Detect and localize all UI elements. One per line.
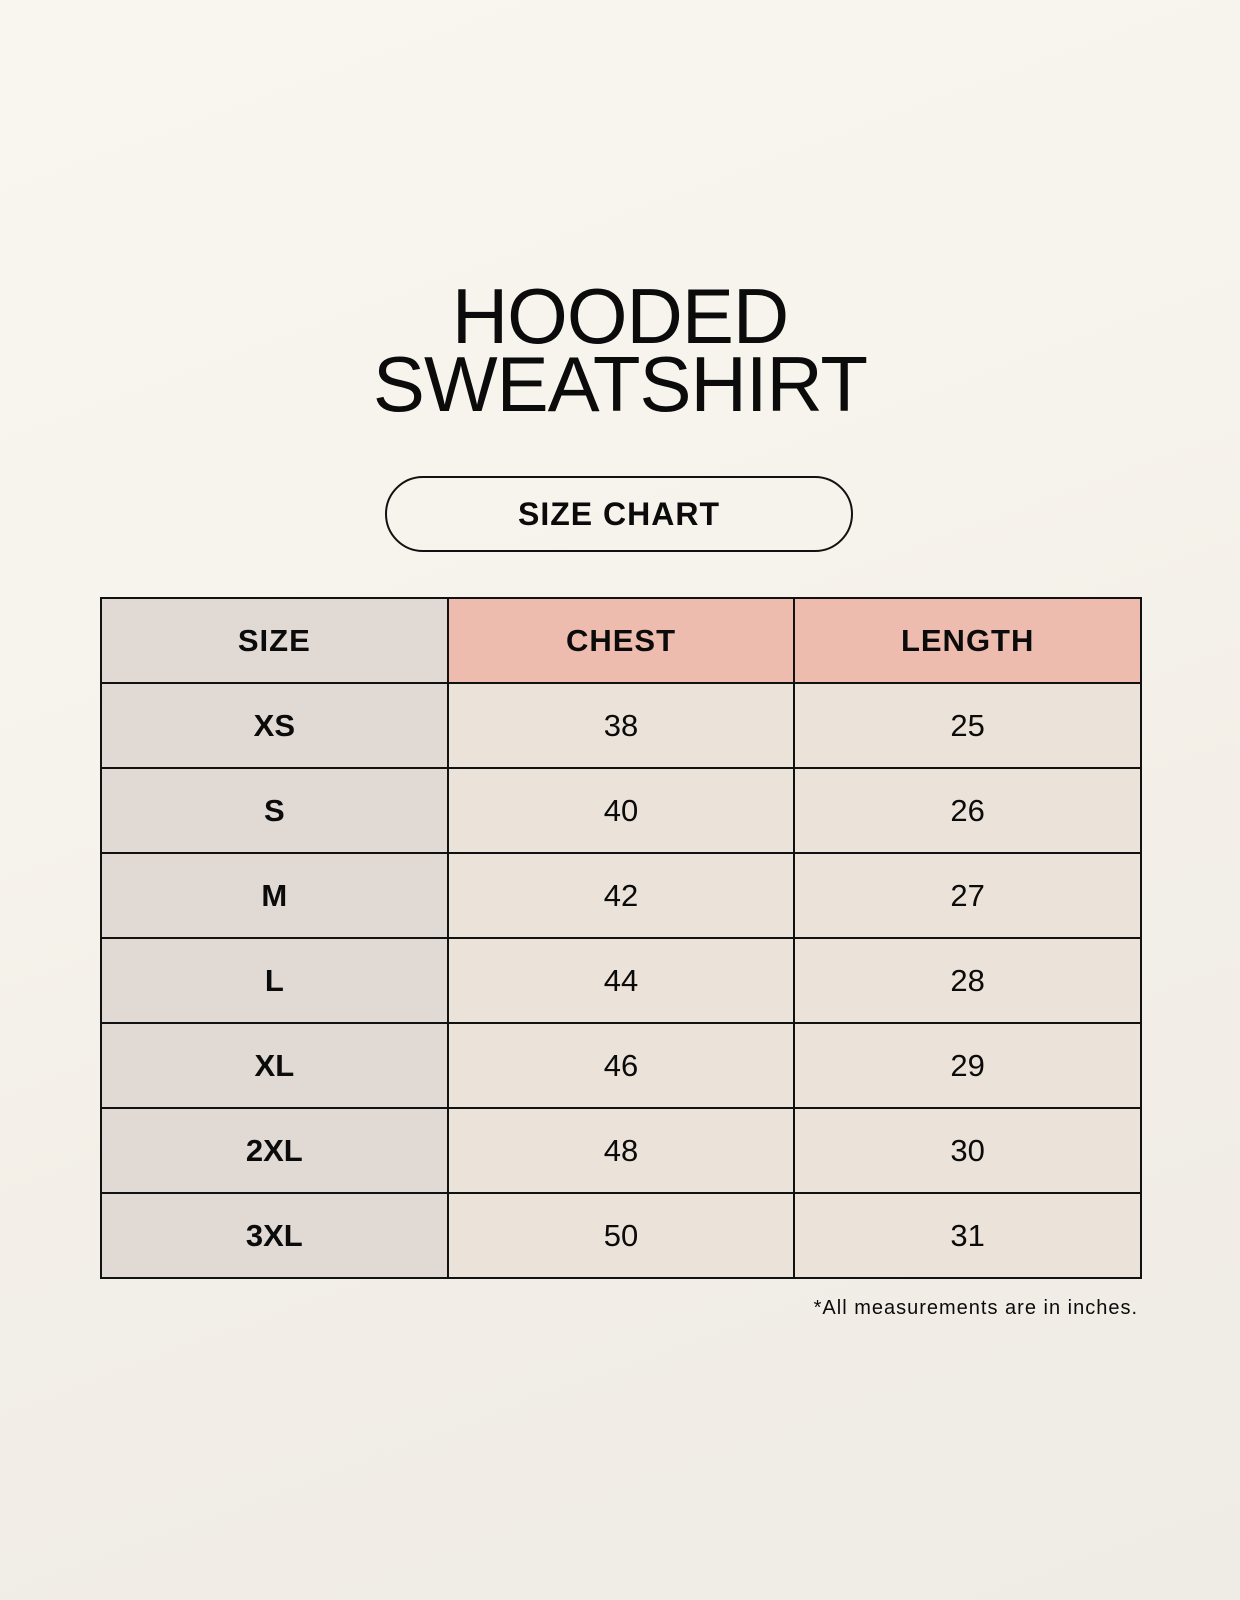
cell-size: S: [100, 767, 449, 854]
cell-chest: 38: [446, 682, 796, 769]
cell-chest: 50: [446, 1192, 796, 1279]
header-chest: CHEST: [446, 597, 796, 684]
cell-length: 30: [793, 1107, 1142, 1194]
cell-size: M: [100, 852, 449, 939]
size-chart-label: SIZE CHART: [385, 476, 853, 552]
cell-chest: 46: [446, 1022, 796, 1109]
cell-size: L: [100, 937, 449, 1024]
cell-length: 29: [793, 1022, 1142, 1109]
cell-chest: 40: [446, 767, 796, 854]
cell-chest: 44: [446, 937, 796, 1024]
table-row: 2XL 48 30: [100, 1107, 1142, 1194]
cell-size: 3XL: [100, 1192, 449, 1279]
cell-length: 26: [793, 767, 1142, 854]
table-row: 3XL 50 31: [100, 1192, 1142, 1279]
table-row: XL 46 29: [100, 1022, 1142, 1109]
cell-size: 2XL: [100, 1107, 449, 1194]
table-row: M 42 27: [100, 852, 1142, 939]
cell-size: XL: [100, 1022, 449, 1109]
title-line-1: HOODED: [451, 272, 789, 360]
cell-length: 31: [793, 1192, 1142, 1279]
cell-chest: 48: [446, 1107, 796, 1194]
size-table: SIZE CHEST LENGTH XS 38 25 S 40 26 M 42 27 L 44 28 X…: [100, 597, 1142, 1279]
cell-size: XS: [100, 682, 449, 769]
table-row: XS 38 25: [100, 682, 1142, 769]
cell-length: 28: [793, 937, 1142, 1024]
cell-chest: 42: [446, 852, 796, 939]
header-size: SIZE: [100, 597, 449, 684]
header-length: LENGTH: [793, 597, 1142, 684]
title-line-2: SWEATSHIRT: [372, 340, 868, 428]
table-header-row: SIZE CHEST LENGTH: [100, 597, 1142, 684]
table-row: L 44 28: [100, 937, 1142, 1024]
cell-length: 25: [793, 682, 1142, 769]
cell-length: 27: [793, 852, 1142, 939]
footnote: *All measurements are in inches.: [813, 1297, 1138, 1319]
page-title: HOODED SWEATSHIRT: [0, 272, 1240, 428]
table-row: S 40 26: [100, 767, 1142, 854]
